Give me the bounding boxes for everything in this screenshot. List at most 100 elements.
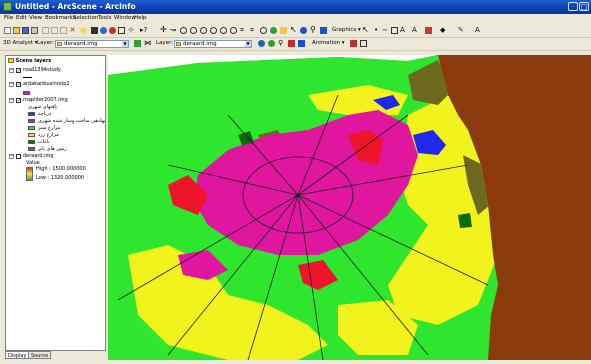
layer-label-2: Layer: <box>156 40 174 46</box>
scene-properties-icon[interactable] <box>91 27 98 34</box>
arrow-tool-icon[interactable]: ↝ <box>170 26 176 34</box>
terrain-scene[interactable] <box>108 55 591 360</box>
legend-label: دریاچه <box>38 111 52 117</box>
create-tin-icon[interactable] <box>134 40 141 47</box>
layer-select-1-value: deraard.img <box>64 41 98 47</box>
layer-select-1[interactable]: deraard.img ▼ <box>55 40 129 48</box>
legend-swatch <box>28 140 35 144</box>
full-extent-icon[interactable]: ⌗ <box>240 26 244 34</box>
zoom-in-out-icon[interactable]: ⊹ <box>128 26 134 34</box>
open-folder-icon[interactable] <box>13 27 20 34</box>
orbit-icon[interactable] <box>260 27 267 34</box>
pan-icon[interactable]: ✛ <box>160 25 167 34</box>
tab-source[interactable]: Source <box>28 351 52 359</box>
orchard-area <box>458 213 472 228</box>
bullet-icon[interactable]: • <box>374 26 379 34</box>
road-line <box>297 94 339 196</box>
menu-edit[interactable]: Edit <box>16 15 27 21</box>
font-color-icon[interactable]: A <box>475 26 480 34</box>
zoom-in-icon[interactable] <box>180 27 187 34</box>
layer-road-name[interactable]: road1394study <box>23 67 61 73</box>
globe-icon[interactable] <box>270 27 277 34</box>
layer-checkbox-ardakan[interactable]: ✓ <box>16 82 22 88</box>
road-line <box>297 114 409 196</box>
paste-icon[interactable] <box>60 27 67 34</box>
record-icon[interactable] <box>350 40 357 47</box>
menu-view[interactable]: View <box>29 15 43 21</box>
steepest-path-icon[interactable] <box>258 40 265 47</box>
line-tool-icon[interactable]: ∼ <box>382 26 388 34</box>
dem-high-label: High : 1500.000000 <box>36 166 86 172</box>
contour-icon[interactable]: ⋈ <box>144 39 151 47</box>
navigate-icon[interactable] <box>100 27 107 34</box>
layer-dem-name[interactable]: deraard.img <box>23 153 54 159</box>
copy-icon[interactable] <box>51 27 58 34</box>
menu-bar: File Edit View Bookmarks Selection Tools… <box>0 14 591 24</box>
zoom-target-icon[interactable] <box>200 27 207 34</box>
layer-checkbox-road[interactable]: ✓ <box>16 68 22 74</box>
expand-toggle[interactable]: − <box>9 153 15 159</box>
layer-mapliter-name[interactable]: mapliter2007.img <box>23 97 68 103</box>
dem-value-label: Value <box>26 160 40 166</box>
lake-area <box>413 130 446 155</box>
minimize-button[interactable]: _ <box>568 2 578 11</box>
animation-controls-icon[interactable] <box>360 40 367 47</box>
layer-select-2[interactable]: deraard.img ▼ <box>174 40 252 48</box>
point-icon[interactable] <box>298 40 305 47</box>
menu-help[interactable]: Help <box>134 15 147 21</box>
select-graphics-icon[interactable]: ↖ <box>362 25 369 34</box>
expand-toggle[interactable]: − <box>9 97 15 103</box>
menu-selection[interactable]: Selection <box>73 15 99 21</box>
zoom-extent-icon[interactable] <box>220 27 227 34</box>
ardakan-symbol <box>23 91 30 95</box>
line-color-icon[interactable]: ◆ <box>440 26 446 34</box>
menu-window[interactable]: Window <box>114 15 136 21</box>
new-document-icon[interactable] <box>4 27 11 34</box>
select-frame-icon[interactable] <box>118 27 125 34</box>
save-icon[interactable] <box>22 27 29 34</box>
layer-ardakan-name[interactable]: ardakanbusinrelp2 <box>23 81 70 87</box>
menu-tools[interactable]: Tools <box>98 15 112 21</box>
fill-color-icon[interactable] <box>425 27 432 34</box>
menu-bookmarks[interactable]: Bookmarks <box>45 15 76 21</box>
menu-file[interactable]: File <box>4 15 14 21</box>
animation-menu[interactable]: Animation ▾ <box>312 40 345 46</box>
help-icon[interactable]: ▸? <box>140 26 148 34</box>
interpolate-icon[interactable] <box>288 40 295 47</box>
fly-icon[interactable] <box>109 27 116 34</box>
hyperlink-icon[interactable] <box>320 27 327 34</box>
zoom-out-icon[interactable] <box>190 27 197 34</box>
nav-arrows-icon[interactable]: ⌗ <box>250 26 254 34</box>
expand-toggle[interactable]: − <box>9 81 15 87</box>
tab-display[interactable]: Display <box>5 351 30 359</box>
zoom-layer-icon[interactable] <box>230 27 237 34</box>
graphics-menu[interactable]: Graphics ▾ <box>332 27 361 33</box>
identify-icon[interactable] <box>300 27 307 34</box>
profile-graph-icon[interactable]: ⚲ <box>278 39 284 47</box>
select-elements-icon[interactable]: ↖ <box>290 25 297 34</box>
font-size-icon[interactable]: A <box>412 26 417 34</box>
red-urban-area <box>168 175 208 215</box>
scene-view[interactable] <box>108 55 591 360</box>
print-icon[interactable] <box>31 27 38 34</box>
rectangle-tool-icon[interactable] <box>391 27 398 34</box>
3d-analyst-menu[interactable]: 3D Analyst ▾ <box>3 40 38 46</box>
cut-icon[interactable] <box>42 27 49 34</box>
maximize-button[interactable]: □ <box>579 2 589 11</box>
delete-icon[interactable]: ✕ <box>69 26 76 34</box>
find-icon[interactable]: ⚲ <box>310 25 316 34</box>
toc-root[interactable]: Scene layers <box>8 58 51 65</box>
line-of-sight-icon[interactable] <box>268 40 275 47</box>
text-tool-icon[interactable]: A <box>400 26 405 34</box>
toc-root-label: Scene layers <box>15 58 52 64</box>
table-of-contents: Scene layers − ✓ road1394study − ✓ ardak… <box>5 55 106 351</box>
layer-icon[interactable] <box>280 27 287 34</box>
zoom-center-icon[interactable] <box>210 27 217 34</box>
layer-checkbox-dem[interactable] <box>16 154 21 159</box>
status-bar <box>0 360 591 364</box>
layer-checkbox-mapliter[interactable]: ✓ <box>16 98 22 104</box>
expand-toggle[interactable]: − <box>9 67 15 73</box>
marker-color-icon[interactable]: ✎ <box>458 26 464 34</box>
road-network <box>117 94 489 360</box>
add-data-icon[interactable] <box>80 27 87 34</box>
